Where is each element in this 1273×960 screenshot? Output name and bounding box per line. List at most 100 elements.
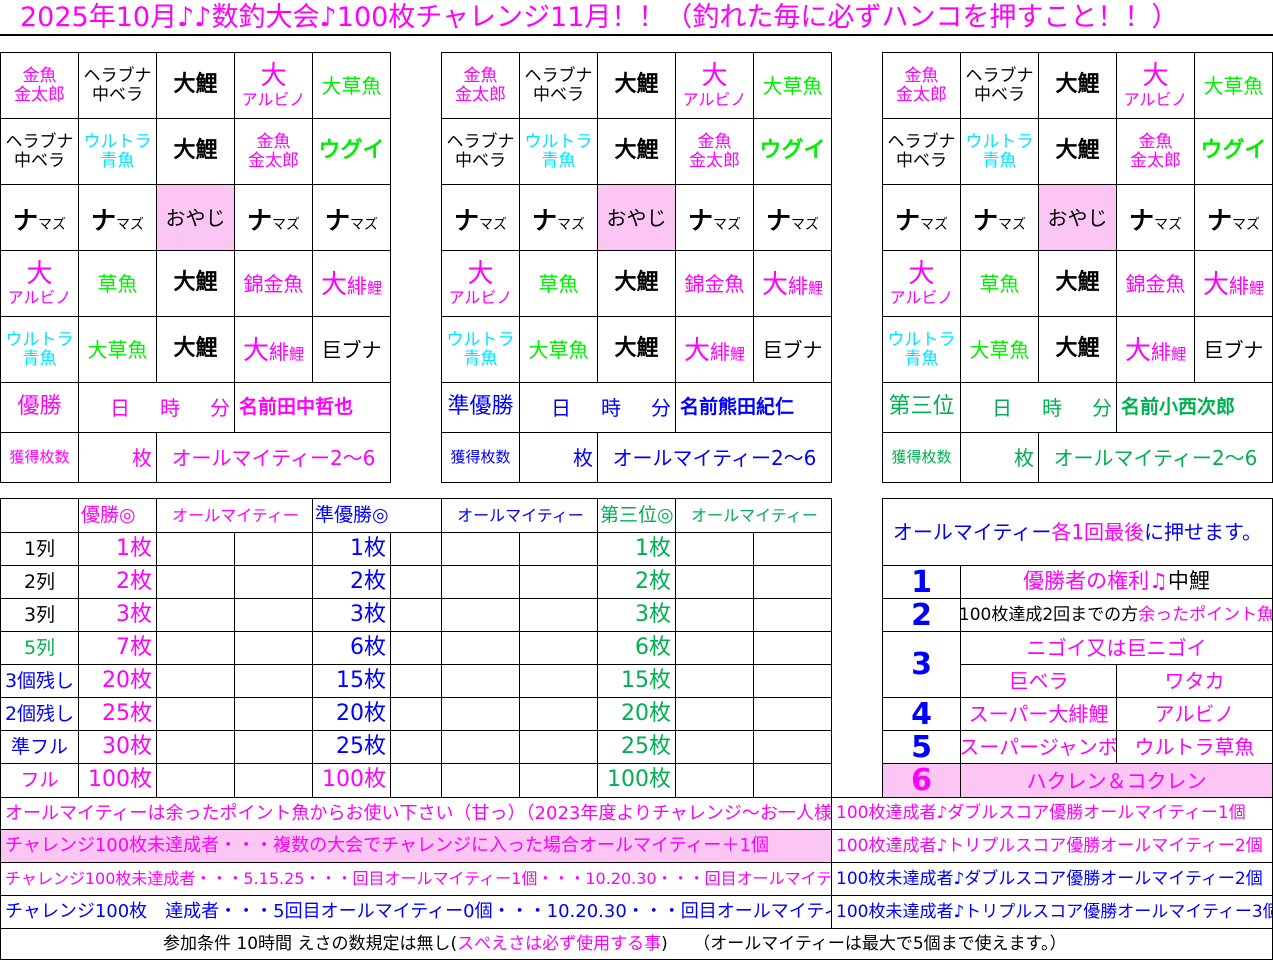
cell-text: 優勝◎ [81, 504, 136, 527]
cell-text: 錦金魚 [684, 271, 745, 296]
participation-conditions: 参加条件 10時間 えさの数規定は無し(スぺえさは必ず使用する事) （オールマイ… [0, 928, 1273, 960]
fish-cell: 大緋鯉 [753, 250, 832, 317]
cell-text: 5 [911, 730, 932, 764]
point-cell [753, 598, 832, 632]
cell-text: 時 [160, 395, 180, 420]
fish-cell: 大緋鯉 [1194, 250, 1273, 317]
cell-text: 金太郎 [1130, 150, 1181, 171]
cell-text: 金魚 [904, 65, 939, 86]
cell-text: 参加条件 10時間 えさの数規定は無し( [163, 933, 458, 954]
cell-text: ウルトラ [965, 131, 1034, 152]
cell-text: 緋 [788, 274, 808, 298]
allmighty-range: オールマイティー2～6 [1038, 432, 1273, 483]
cell-text: 緋 [1229, 274, 1249, 298]
cell-text: 金太郎 [455, 84, 506, 105]
cell-text: ナ [324, 206, 350, 235]
cell-text: ヘラブナ [965, 65, 1034, 86]
cell-text: ウルトラ草魚 [1134, 735, 1255, 759]
fish-cell: ナ マズ [882, 184, 961, 251]
fish-cell: 大鯉 [1038, 250, 1117, 317]
point-cell [675, 664, 754, 698]
cell-text: 鯉 [1249, 279, 1265, 297]
cell-text: ナ [687, 206, 713, 235]
cell-text: に押せます。 [1144, 520, 1263, 544]
fish-cell: 大緋鯉 [234, 316, 313, 383]
points-header: オールマイティー [156, 498, 313, 533]
cell-text: スーパー大緋鯉 [968, 702, 1109, 726]
cell-text: 6枚 [635, 634, 671, 660]
fish-cell: 大草魚 [312, 52, 391, 119]
cell-text: マズ [791, 217, 819, 233]
cell-text: 獲得枚数 [450, 448, 511, 467]
cell-text: 小西次郎 [1159, 396, 1236, 419]
fish-cell: 大鯉 [156, 316, 235, 383]
point-cell [753, 664, 832, 698]
fish-cell: ナ マズ [519, 184, 598, 251]
cell-text: マズ [272, 217, 300, 233]
cell-text: 獲得枚数 [9, 448, 70, 467]
rank-number: 1 [882, 565, 961, 599]
cell-text: 大 [761, 270, 788, 300]
rank-number: 2 [882, 598, 961, 632]
cell-text: 青魚 [904, 348, 939, 369]
bonus-note: 100枚未達成者♪ダブルスコア優勝オールマイティー2個 [831, 862, 1273, 896]
rank-number: 5 [882, 730, 961, 764]
point-cell [390, 763, 442, 798]
privilege-cell: ワタカ [1116, 664, 1273, 698]
fish-cell: 金魚 金太郎 [675, 118, 754, 185]
point-cell [753, 631, 832, 665]
cell-text: 日 [110, 395, 130, 420]
point-cell [234, 664, 313, 698]
page-title: 2025年10月♪♪数釣大会♪100枚チャレンジ11月！！（釣れた毎に必ずハンコ… [0, 0, 1273, 36]
point-cell: 25枚 [597, 730, 676, 764]
cell-text: ヘラブナ [83, 65, 152, 86]
point-cell: 2枚 [312, 565, 391, 599]
fish-cell: ナ マズ [960, 184, 1039, 251]
cell-text: オールマイティー [172, 505, 299, 525]
point-cell [390, 664, 442, 698]
fish-cell: ヘラブナ 中ベラ [519, 52, 598, 119]
cell-text: 大 [1142, 61, 1169, 92]
cell-text: 枚 [1014, 445, 1034, 470]
cell-text: 2個残し [4, 702, 75, 725]
cell-text: 分 [210, 395, 230, 420]
cell-text: 3枚 [635, 601, 671, 627]
points-header: オールマイティー [441, 498, 598, 533]
fish-cell: 大アルビノ [234, 52, 313, 119]
count-label: 獲得枚数 [0, 432, 79, 483]
privilege-cell: ウルトラ草魚 [1116, 730, 1273, 764]
cell-text: 100枚 [607, 767, 671, 793]
fish-cell: 大草魚 [753, 52, 832, 119]
cell-text: 金魚 [697, 131, 732, 152]
point-cell [675, 598, 754, 632]
privilege-cell: アルビノ [1116, 697, 1273, 731]
cell-text: 25枚 [336, 733, 386, 759]
fish-cell: ヘラブナ 中ベラ [960, 52, 1039, 119]
cell-text: 大鯉 [614, 336, 659, 362]
point-cell [519, 598, 598, 632]
cell-text: 大鯉 [173, 336, 218, 362]
rank-label: 優勝 [0, 382, 79, 433]
cell-text: ナ [1206, 206, 1232, 235]
cell-text: 準優勝 [447, 394, 514, 420]
cell-text: ウルトラ [83, 131, 152, 152]
point-cell [753, 697, 832, 731]
cell-text: 田中哲也 [277, 396, 354, 419]
fish-cell: 大鯉 [156, 118, 235, 185]
fish-cell: ヘラブナ 中ベラ [0, 118, 79, 185]
cell-text: ウルトラ [446, 329, 515, 350]
points-header: 準優勝◎ [312, 498, 442, 533]
point-cell [390, 598, 442, 632]
cell-text: 準フル [10, 735, 68, 758]
cell-text: マズ [116, 217, 144, 233]
cell-text: 大鯉 [1055, 72, 1100, 98]
fish-cell: ナ マズ [234, 184, 313, 251]
cell-text: 大 [467, 259, 494, 290]
cell-text: 分 [1092, 395, 1112, 420]
cell-text: 金魚 [256, 131, 291, 152]
cell-text: 大鯉 [614, 72, 659, 98]
point-cell [675, 565, 754, 599]
cell-text: 大 [683, 336, 710, 366]
fish-cell: ウルトラ 青魚 [960, 118, 1039, 185]
cell-text: 大鯉 [614, 138, 659, 164]
